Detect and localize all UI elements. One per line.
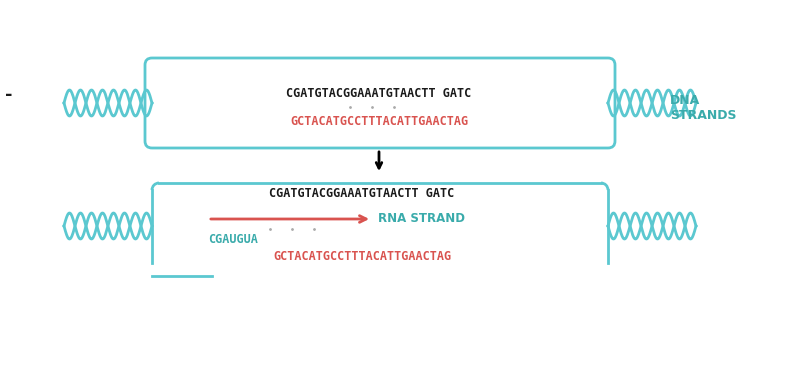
Text: CGAUGUA: CGAUGUA <box>208 232 258 245</box>
Text: CGATGTACGGAAATGTAACTT GATC: CGATGTACGGAAATGTAACTT GATC <box>270 187 454 200</box>
Text: CGATGTACGGAAATGTAACTT GATC: CGATGTACGGAAATGTAACTT GATC <box>286 86 472 99</box>
Text: GCTACATGCCTTTACATTGAACTAG: GCTACATGCCTTTACATTGAACTAG <box>273 250 451 263</box>
Text: GCTACATGCCTTTACATTGAACTAG: GCTACATGCCTTTACATTGAACTAG <box>290 115 468 128</box>
FancyBboxPatch shape <box>145 58 615 148</box>
Text: DNA
STRANDS: DNA STRANDS <box>670 94 737 122</box>
Text: RNA STRAND: RNA STRAND <box>378 213 465 226</box>
Text: -: - <box>5 86 13 104</box>
